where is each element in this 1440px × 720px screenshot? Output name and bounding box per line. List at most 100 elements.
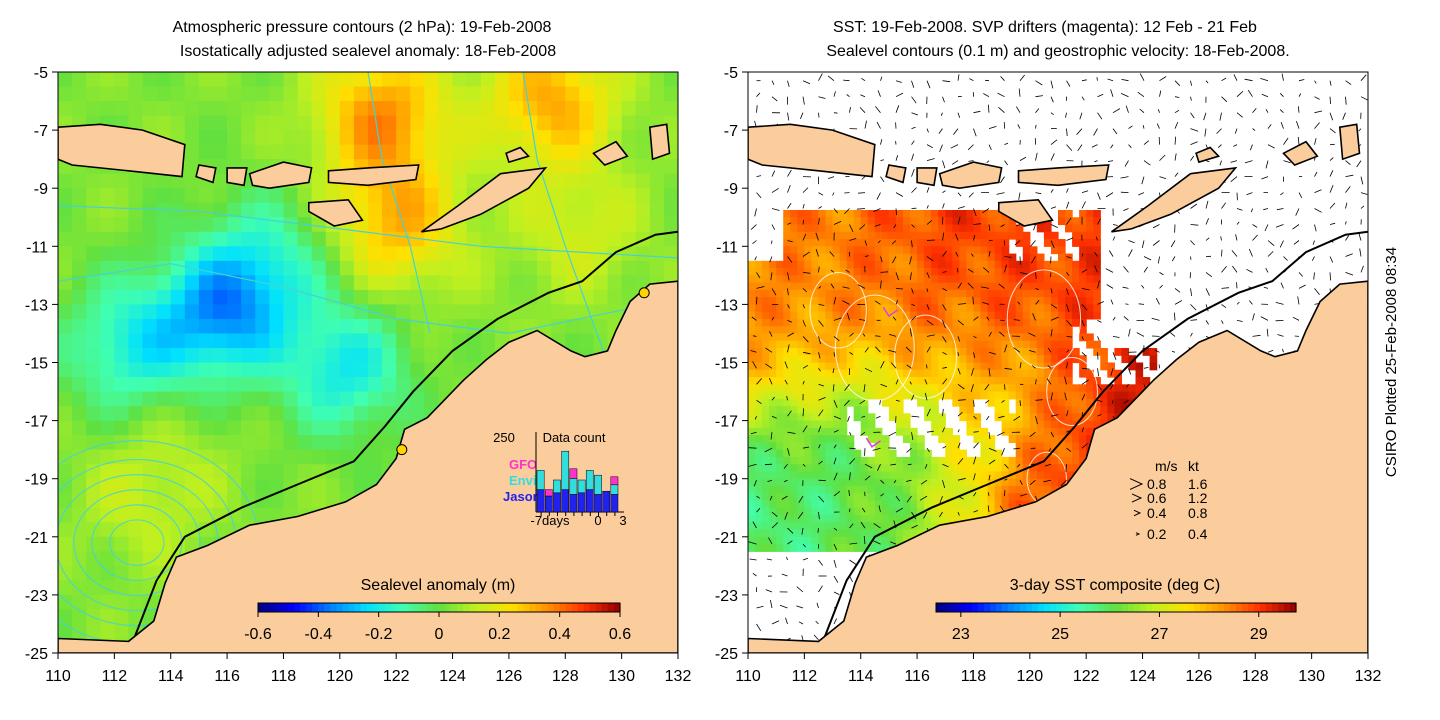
field-cell	[931, 260, 939, 269]
field-cell	[438, 231, 454, 247]
field-cell	[1036, 224, 1045, 233]
field-cell	[424, 377, 440, 393]
field-cell	[839, 355, 848, 364]
field-cell	[910, 304, 918, 313]
field-cell	[839, 427, 848, 436]
colorbar-segment	[463, 603, 470, 612]
field-cell	[297, 449, 313, 465]
field-cell	[184, 115, 200, 131]
field-cell	[811, 297, 820, 305]
field-cell	[198, 347, 214, 364]
field-cell	[952, 311, 960, 320]
field-cell	[396, 72, 411, 88]
field-cell	[396, 347, 411, 364]
field-cell	[1079, 231, 1087, 240]
field-cell	[874, 318, 883, 327]
field-cell	[959, 507, 968, 516]
field-cell	[128, 260, 144, 276]
field-cell	[311, 420, 327, 436]
field-cell	[100, 304, 115, 320]
field-cell	[931, 427, 939, 436]
field-cell	[895, 260, 904, 269]
field-cell	[783, 515, 791, 523]
field-cell	[846, 449, 855, 458]
field-cell	[1072, 268, 1080, 276]
field-cell	[1015, 369, 1024, 378]
field-cell	[881, 398, 890, 407]
field-cell	[635, 72, 651, 88]
field-cell	[811, 442, 820, 451]
field-cell	[938, 333, 946, 342]
field-cell	[1086, 398, 1094, 407]
field-cell	[537, 231, 552, 247]
field-cell	[1114, 347, 1123, 356]
field-cell	[1093, 239, 1101, 247]
field-cell	[790, 478, 798, 487]
field-cell	[846, 347, 855, 356]
colorbar-segment	[559, 603, 567, 612]
field-cell	[1001, 493, 1010, 502]
field-cell	[888, 347, 897, 356]
field-cell	[783, 464, 791, 473]
field-cell	[853, 493, 862, 502]
field-cell	[776, 377, 784, 385]
field-cell	[867, 456, 876, 465]
field-cell	[1058, 435, 1066, 443]
colorbar-segment	[571, 603, 579, 612]
field-cell	[938, 369, 946, 378]
field-cell	[1008, 384, 1017, 393]
field-cell	[396, 246, 411, 262]
field-cell	[353, 86, 369, 102]
field-cell	[881, 500, 890, 509]
field-cell	[818, 318, 827, 327]
field-cell	[952, 275, 960, 284]
field-cell	[100, 536, 115, 552]
field-cell	[888, 369, 897, 378]
field-cell	[790, 340, 798, 349]
field-cell	[1086, 333, 1094, 342]
field-cell	[846, 500, 855, 509]
field-cell	[867, 297, 876, 305]
field-cell	[853, 369, 862, 378]
field-cell	[1043, 442, 1052, 451]
field-cell	[769, 369, 777, 378]
field-cell	[311, 478, 327, 494]
field-cell	[903, 369, 911, 378]
field-cell	[924, 406, 932, 414]
field-cell	[895, 246, 904, 255]
field-cell	[966, 246, 975, 255]
field-cell	[353, 362, 369, 378]
field-cell	[494, 202, 510, 218]
field-cell	[874, 333, 883, 342]
field-cell	[1043, 362, 1052, 371]
field-cell	[755, 500, 763, 509]
field-cell	[283, 420, 299, 436]
field-cell	[881, 224, 890, 233]
field-cell	[494, 289, 510, 306]
field-cell	[494, 144, 510, 160]
field-cell	[353, 347, 369, 364]
legend-jason: Jason	[503, 489, 541, 504]
field-cell	[966, 420, 975, 429]
field-cell	[755, 282, 763, 291]
field-cell	[874, 536, 883, 545]
field-cell	[1001, 326, 1010, 335]
field-cell	[818, 311, 827, 320]
field-cell	[818, 515, 827, 523]
field-cell	[839, 515, 848, 523]
field-cell	[1036, 311, 1045, 320]
field-cell	[1043, 311, 1052, 320]
field-cell	[818, 478, 827, 487]
field-cell	[790, 391, 798, 400]
field-cell	[945, 304, 953, 313]
field-cell	[213, 217, 228, 233]
field-cell	[952, 260, 960, 269]
field-cell	[452, 159, 468, 175]
field-cell	[769, 536, 777, 545]
field-cell	[952, 253, 960, 262]
field-cell	[1079, 311, 1087, 320]
field-cell	[1001, 253, 1010, 262]
field-cell	[903, 239, 911, 247]
field-cell	[1114, 398, 1123, 407]
field-cell	[776, 355, 784, 364]
